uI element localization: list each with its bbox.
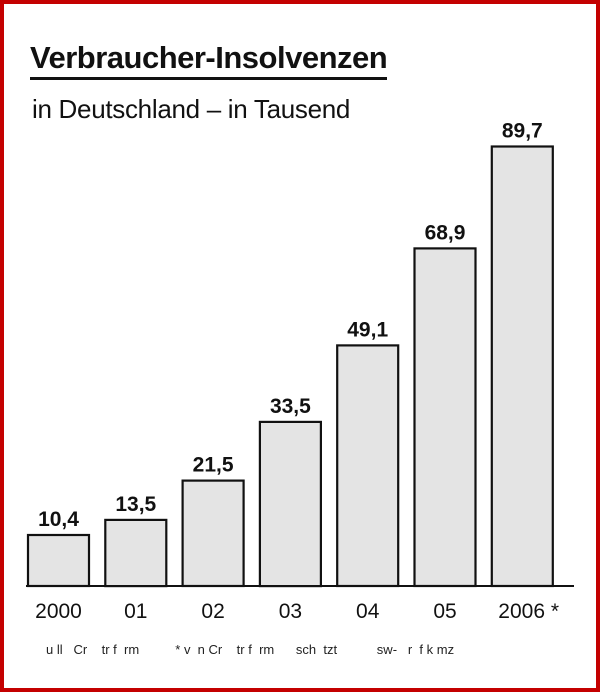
value-label: 68,9: [425, 221, 466, 244]
category-label: 04: [356, 600, 380, 623]
category-label: 01: [124, 600, 147, 623]
value-label: 33,5: [270, 395, 311, 418]
value-label: 21,5: [193, 454, 234, 477]
category-label: 03: [279, 600, 302, 623]
category-label: 2006 *: [498, 600, 559, 623]
bar-04: [336, 344, 400, 588]
source-note: u ll Cr tr f rm * v n Cr tr f rm sch tzt…: [46, 642, 455, 657]
category-label: 05: [433, 600, 456, 623]
value-label: 89,7: [502, 120, 543, 143]
bar-03: [258, 420, 322, 588]
category-labels-group: 2000 01 02 03 04 05 2006 *: [35, 600, 559, 623]
bar-2006: [490, 145, 554, 588]
chart-title: Verbraucher-Insolvenzen: [30, 40, 388, 80]
category-label: 02: [201, 600, 224, 623]
bars-group: [26, 145, 554, 588]
bar-05: [413, 247, 477, 588]
value-label: 49,1: [347, 318, 388, 341]
chart-subtitle: in Deutschland – in Tausend: [32, 94, 351, 124]
bar-02: [181, 479, 245, 588]
value-labels-group: 10,4 13,5 21,5 33,5 49,1 68,9 89,7: [38, 120, 543, 532]
value-label: 13,5: [115, 493, 156, 516]
bar-01: [104, 518, 168, 588]
category-label: 2000: [35, 600, 82, 623]
bar-2000: [26, 533, 91, 588]
value-label: 10,4: [38, 508, 79, 531]
